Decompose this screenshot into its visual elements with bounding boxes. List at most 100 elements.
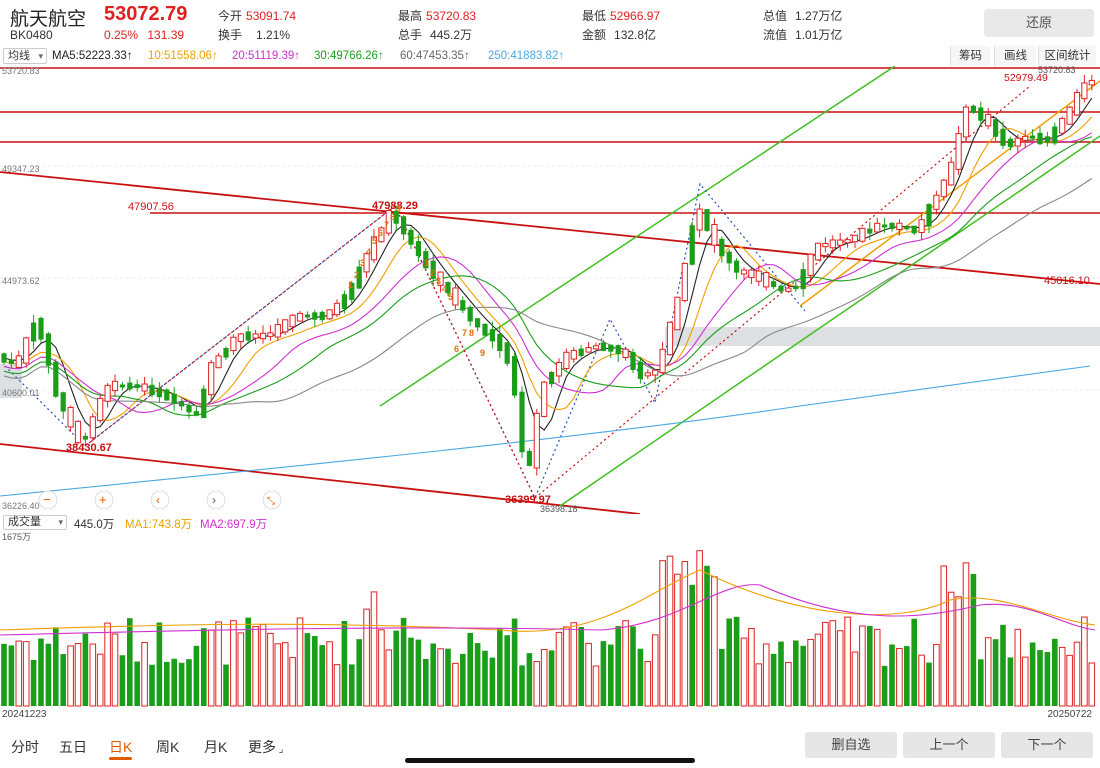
tab-intraday[interactable]: 分时 <box>11 739 39 755</box>
volume-indicator-selector[interactable]: 成交量 <box>3 515 67 530</box>
candle <box>1022 135 1029 141</box>
zoom-out-icon[interactable] <box>38 490 58 510</box>
previous-button[interactable]: 上一个 <box>903 732 995 758</box>
next-button[interactable]: 下一个 <box>1001 732 1093 758</box>
candle <box>408 229 414 245</box>
volume-bar <box>460 653 466 706</box>
volume-bar <box>807 638 814 707</box>
zoom-in-icon[interactable] <box>94 490 114 510</box>
candle <box>333 302 341 316</box>
volume-bar <box>134 661 140 706</box>
tab-five-day[interactable]: 五日 <box>59 739 87 755</box>
tab-more[interactable]: 更多 ⌟ <box>248 739 284 755</box>
candle <box>245 331 251 341</box>
y-axis-label: 49347.23 <box>2 164 40 174</box>
candle <box>755 270 762 282</box>
restore-button[interactable]: 还原 <box>984 9 1094 37</box>
candle <box>489 329 495 342</box>
ma60-label: 60:47453.35↑ <box>400 50 470 62</box>
volume-bar <box>333 664 341 707</box>
ma5-label: MA5:52223.33↑ <box>52 50 133 62</box>
candle <box>111 380 119 392</box>
volume-bar <box>267 632 274 707</box>
volume-bar <box>829 620 837 707</box>
candle <box>141 383 148 392</box>
volume-chart[interactable]: 1675万 <box>0 530 1100 708</box>
td-mark: 6 <box>378 228 383 238</box>
zoom-out-glyph: − <box>43 492 51 507</box>
candle <box>674 296 681 331</box>
volume-bar <box>164 661 170 706</box>
volume-bar <box>785 661 792 707</box>
candle <box>304 314 310 318</box>
td-mark: 8 <box>390 212 395 222</box>
td-mark: 4 <box>442 284 447 294</box>
volume-bar <box>452 662 459 707</box>
pan-left-icon[interactable] <box>150 490 170 510</box>
stock-price: 53072.79 <box>104 3 188 25</box>
volume-bar <box>1066 654 1073 707</box>
stock-header: 航天航空 53072.79 BK0480 0.25% 131.39 今开 5309… <box>0 0 1100 46</box>
candle <box>149 384 155 396</box>
candle <box>401 216 407 235</box>
candle <box>681 262 688 302</box>
candle <box>962 106 970 138</box>
td-mark: 8 <box>469 328 474 338</box>
volume-bar <box>467 632 473 706</box>
pan-right-icon[interactable] <box>206 490 226 510</box>
volume-bar <box>437 648 444 707</box>
volume-bar <box>933 644 940 707</box>
candle <box>45 333 51 366</box>
volume-bar <box>363 608 370 707</box>
home-indicator <box>405 758 695 763</box>
candle <box>918 219 925 233</box>
td-mark: 9 <box>480 348 485 358</box>
indicator-selector[interactable]: 均线 <box>3 48 47 64</box>
tab-monthly-k[interactable]: 月K <box>204 739 228 755</box>
reset-view-icon[interactable] <box>262 490 282 510</box>
td-mark: 9 <box>396 204 401 214</box>
candle <box>1000 128 1006 146</box>
volume-bar <box>326 641 333 707</box>
volume-bar <box>578 626 584 706</box>
volume-bar <box>245 617 251 706</box>
volume-bar <box>867 625 873 706</box>
volume-bar <box>408 637 414 706</box>
volume-bar <box>889 644 895 706</box>
candle <box>748 269 755 279</box>
volume-bar <box>104 622 111 707</box>
volume-bar <box>666 555 674 707</box>
volume-bar <box>349 664 355 706</box>
orange-trend-line <box>799 80 1100 307</box>
candle <box>237 333 244 343</box>
channel-line-lower <box>559 135 1100 507</box>
candle <box>911 225 917 234</box>
candle <box>904 226 910 230</box>
stat-high: 最高 53720.83 <box>398 9 477 23</box>
volume-bar <box>356 639 362 706</box>
volume-bar <box>748 627 755 707</box>
tab-weekly-k[interactable]: 周K <box>156 739 180 755</box>
range-stats-tool-button[interactable]: 区间统计 <box>1038 46 1096 66</box>
candle <box>533 412 540 469</box>
candle <box>519 391 525 453</box>
candle <box>282 319 289 333</box>
volume-bar <box>15 640 23 707</box>
tab-daily-k[interactable]: 日K <box>109 739 133 760</box>
draw-line-tool-button[interactable]: 画线 <box>994 46 1036 66</box>
volume-bar <box>608 644 614 706</box>
volume-bar <box>555 631 563 707</box>
chips-tool-button[interactable]: 筹码 <box>950 46 990 66</box>
volume-bars <box>1 550 1096 707</box>
volume-bar <box>615 626 621 706</box>
candle <box>60 392 66 412</box>
candle <box>1007 138 1013 148</box>
candlestick-chart[interactable]: 53720.83 49347.23 44973.62 40600.01 3622… <box>0 66 1100 514</box>
volume-ma-line <box>0 569 1096 632</box>
volume-bar <box>1037 650 1043 706</box>
candle <box>637 361 643 379</box>
volume-bar <box>370 591 378 707</box>
remove-watchlist-button[interactable]: 删自选 <box>805 732 897 758</box>
volume-bar <box>940 565 948 707</box>
annotation-high-mid: 47988.29 <box>372 200 418 212</box>
